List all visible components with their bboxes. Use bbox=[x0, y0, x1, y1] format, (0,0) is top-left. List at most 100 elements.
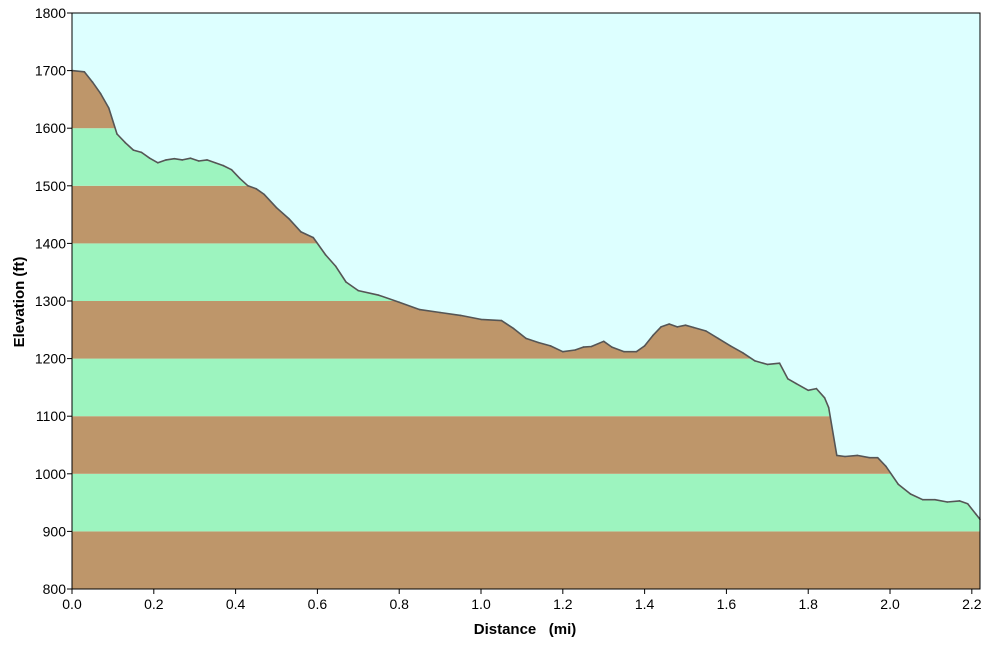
profile-point bbox=[705, 330, 707, 332]
profile-point bbox=[418, 308, 421, 311]
profile-point bbox=[921, 498, 924, 501]
profile-point bbox=[537, 341, 540, 344]
profile-point bbox=[312, 236, 315, 239]
profile-point bbox=[398, 301, 401, 304]
profile-point bbox=[897, 483, 899, 486]
profile-point bbox=[729, 345, 732, 347]
y-tick-label: 1400 bbox=[35, 235, 66, 251]
profile-point bbox=[742, 352, 744, 354]
x-tick-label: 2.2 bbox=[962, 596, 982, 612]
profile-point bbox=[844, 455, 846, 458]
profile-point bbox=[99, 92, 102, 95]
x-tick-label: 0.4 bbox=[226, 596, 246, 612]
profile-point bbox=[909, 493, 912, 495]
profile-point bbox=[181, 159, 184, 161]
profile-point bbox=[623, 350, 625, 353]
y-tick-label: 1600 bbox=[35, 120, 66, 136]
profile-point bbox=[480, 318, 482, 321]
profile-point bbox=[692, 326, 695, 329]
profile-point bbox=[754, 360, 756, 362]
profile-point bbox=[238, 177, 241, 180]
y-tick-label: 1100 bbox=[36, 408, 66, 424]
profile-point bbox=[140, 151, 143, 154]
profile-point bbox=[288, 217, 290, 220]
y-axis-title: Elevation (ft) bbox=[11, 257, 28, 348]
profile-point bbox=[668, 323, 670, 325]
profile-point bbox=[582, 346, 585, 348]
y-tick-label: 1700 bbox=[35, 63, 66, 79]
profile-point bbox=[132, 149, 135, 151]
profile-point bbox=[856, 454, 859, 457]
profile-point bbox=[574, 349, 576, 351]
profile-point bbox=[512, 327, 515, 330]
profile-point bbox=[823, 397, 826, 399]
x-tick-label: 2.0 bbox=[880, 596, 900, 612]
profile-point bbox=[795, 382, 797, 385]
profile-point bbox=[525, 337, 527, 340]
profile-point bbox=[815, 387, 818, 390]
profile-point bbox=[439, 311, 441, 314]
profile-point bbox=[324, 254, 327, 256]
profile-point bbox=[300, 231, 302, 233]
profile-point bbox=[958, 500, 961, 502]
profile-point bbox=[222, 164, 225, 167]
profile-point bbox=[787, 378, 789, 380]
profile-point bbox=[827, 406, 830, 409]
elevation-band bbox=[72, 416, 980, 474]
profile-point bbox=[214, 162, 216, 164]
profile-point bbox=[946, 501, 949, 503]
profile-point bbox=[807, 389, 809, 392]
elevation-profile-line bbox=[71, 69, 981, 520]
profile-point bbox=[198, 160, 200, 162]
profile-point bbox=[684, 324, 687, 327]
elevation-band bbox=[72, 473, 980, 532]
profile-point bbox=[966, 503, 969, 505]
y-tick-label: 1300 bbox=[35, 293, 66, 309]
profile-point bbox=[549, 345, 552, 347]
x-tick-label: 1.4 bbox=[635, 596, 655, 612]
profile-point bbox=[885, 465, 887, 468]
x-axis-title: Distance (mi) bbox=[474, 621, 577, 638]
y-tick-label: 800 bbox=[43, 581, 67, 597]
y-tick-label: 900 bbox=[43, 523, 67, 539]
x-tick-label: 0.2 bbox=[144, 596, 164, 612]
y-tick-label: 1800 bbox=[35, 5, 66, 21]
profile-point bbox=[868, 456, 871, 459]
profile-point bbox=[165, 159, 167, 161]
profile-point bbox=[643, 345, 646, 347]
profile-point bbox=[778, 362, 781, 365]
x-tick-label: 1.0 bbox=[471, 596, 491, 612]
profile-point bbox=[562, 350, 564, 353]
profile-point bbox=[275, 206, 278, 209]
profile-point bbox=[206, 159, 208, 161]
profile-point bbox=[717, 337, 719, 340]
profile-point bbox=[255, 187, 257, 190]
x-tick-label: 1.2 bbox=[553, 596, 573, 612]
profile-point bbox=[652, 334, 654, 337]
profile-point bbox=[124, 141, 126, 144]
profile-point bbox=[676, 326, 679, 328]
y-tick-label: 1500 bbox=[35, 178, 66, 194]
profile-point bbox=[500, 319, 503, 322]
profile-point bbox=[116, 133, 118, 135]
profile-point bbox=[836, 454, 838, 457]
x-tick-label: 0.6 bbox=[308, 596, 328, 612]
profile-point bbox=[173, 157, 176, 160]
elevation-band bbox=[72, 531, 980, 589]
profile-point bbox=[611, 346, 613, 348]
profile-point bbox=[975, 513, 977, 515]
profile-point bbox=[148, 157, 151, 159]
profile-point bbox=[247, 185, 249, 187]
profile-point bbox=[189, 157, 192, 159]
profile-point bbox=[590, 345, 593, 348]
profile-point bbox=[357, 289, 360, 292]
profile-point bbox=[263, 193, 266, 196]
profile-point bbox=[335, 265, 337, 268]
profile-point bbox=[378, 294, 380, 297]
profile-point bbox=[934, 498, 936, 501]
profile-point bbox=[91, 81, 94, 83]
profile-point bbox=[345, 281, 347, 283]
x-tick-label: 1.6 bbox=[717, 596, 737, 612]
